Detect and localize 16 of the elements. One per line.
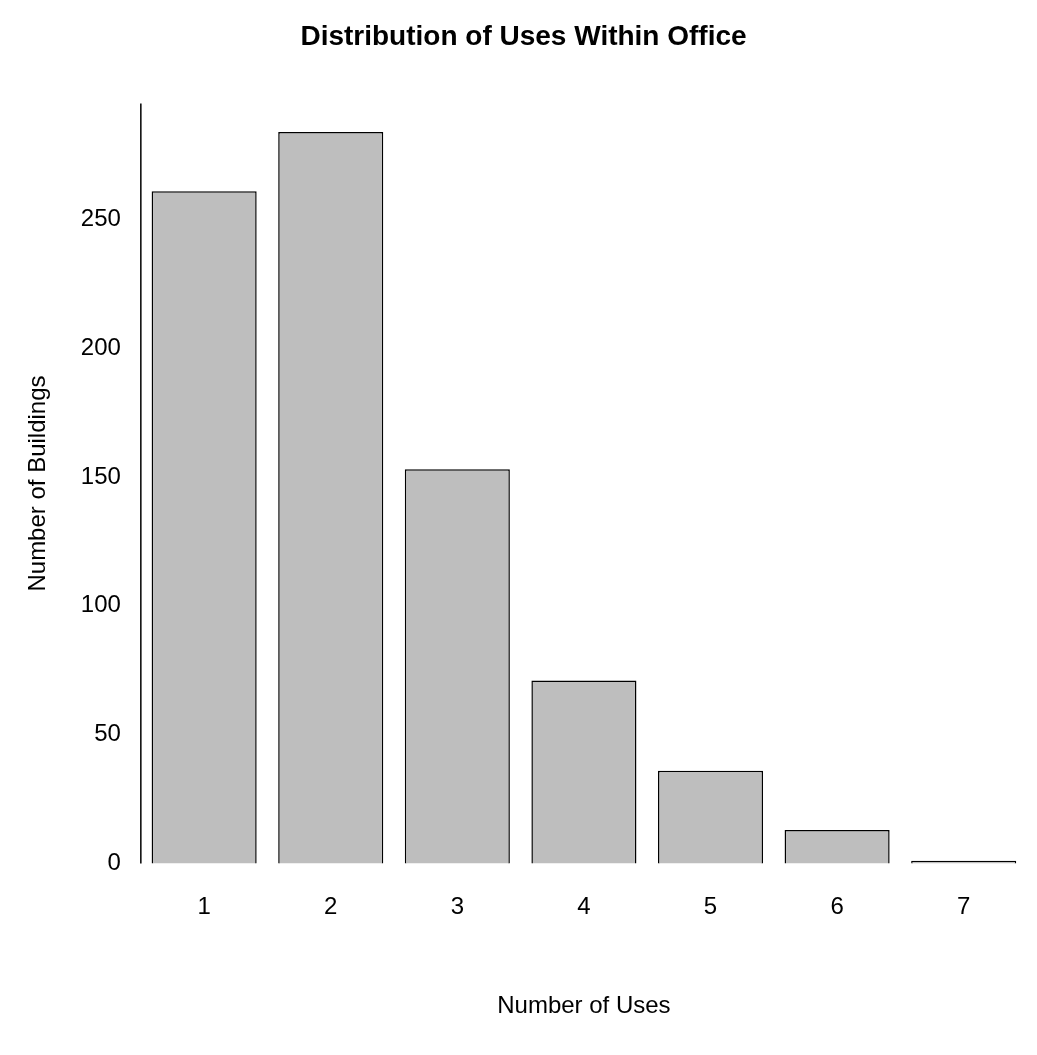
y-tick-label: 0 [107, 848, 121, 876]
y-tick-label: 250 [80, 204, 121, 232]
y-tick-label: 200 [80, 332, 121, 360]
y-axis-title: Number of Buildings [23, 375, 51, 592]
x-tick-label: 2 [324, 892, 338, 920]
y-tick-label: 50 [94, 719, 121, 747]
x-tick-label: 3 [450, 892, 465, 920]
y-tick-label: 100 [80, 590, 121, 618]
chart-title: Distribution of Uses Within Office [300, 19, 747, 51]
x-axis-title: Number of Uses [497, 991, 671, 1019]
x-tick-label: 7 [957, 892, 971, 920]
x-tick-label: 6 [830, 892, 844, 920]
x-tick-label: 5 [703, 892, 718, 920]
x-tick-label: 4 [577, 892, 591, 920]
x-tick-label: 1 [197, 892, 211, 920]
y-tick-label: 150 [80, 461, 121, 489]
